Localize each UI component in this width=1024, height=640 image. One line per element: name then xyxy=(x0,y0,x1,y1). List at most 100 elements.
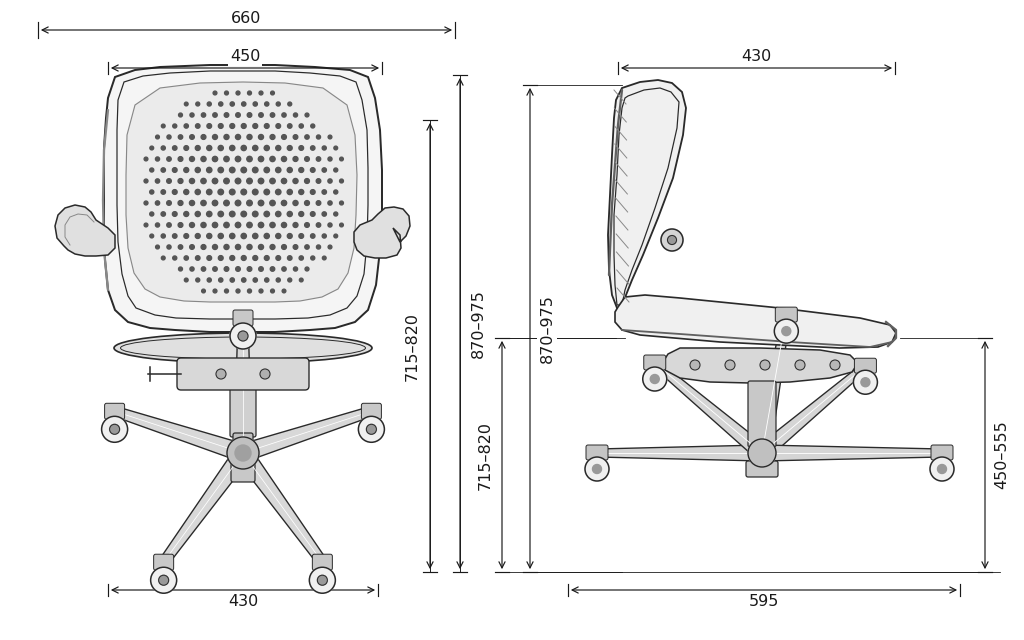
Circle shape xyxy=(189,179,195,184)
Circle shape xyxy=(316,179,321,183)
Circle shape xyxy=(853,370,878,394)
Circle shape xyxy=(258,222,264,228)
Circle shape xyxy=(224,156,229,162)
Circle shape xyxy=(247,178,252,184)
Circle shape xyxy=(316,157,321,161)
Circle shape xyxy=(287,211,292,216)
Circle shape xyxy=(224,267,228,271)
Circle shape xyxy=(247,267,252,271)
Circle shape xyxy=(159,575,169,585)
Circle shape xyxy=(189,157,195,161)
Circle shape xyxy=(213,267,217,271)
Circle shape xyxy=(196,278,200,282)
Circle shape xyxy=(774,319,799,343)
Circle shape xyxy=(229,255,234,260)
Circle shape xyxy=(270,113,274,117)
Circle shape xyxy=(247,244,252,250)
Circle shape xyxy=(323,146,327,150)
Circle shape xyxy=(288,124,292,128)
Circle shape xyxy=(213,289,217,293)
Circle shape xyxy=(167,135,171,139)
Circle shape xyxy=(304,179,309,184)
Polygon shape xyxy=(234,318,252,453)
Circle shape xyxy=(202,267,206,271)
Circle shape xyxy=(585,457,609,481)
Circle shape xyxy=(167,157,171,161)
Circle shape xyxy=(144,157,147,161)
Circle shape xyxy=(288,234,292,239)
Polygon shape xyxy=(754,314,791,454)
Circle shape xyxy=(340,179,343,183)
Circle shape xyxy=(229,145,234,150)
Circle shape xyxy=(184,146,188,150)
Circle shape xyxy=(144,223,147,227)
Circle shape xyxy=(218,234,223,239)
Circle shape xyxy=(161,146,165,150)
Circle shape xyxy=(196,189,201,195)
Polygon shape xyxy=(113,406,246,461)
Circle shape xyxy=(259,113,263,117)
Circle shape xyxy=(270,156,275,162)
Circle shape xyxy=(264,234,269,239)
Circle shape xyxy=(189,113,195,117)
Circle shape xyxy=(183,168,188,172)
FancyBboxPatch shape xyxy=(233,310,253,326)
Circle shape xyxy=(282,200,287,205)
FancyBboxPatch shape xyxy=(931,445,953,460)
Circle shape xyxy=(184,124,188,128)
Circle shape xyxy=(328,201,332,205)
Circle shape xyxy=(178,113,182,117)
Circle shape xyxy=(218,255,223,260)
Circle shape xyxy=(930,457,954,481)
Circle shape xyxy=(305,267,309,271)
Circle shape xyxy=(270,244,275,250)
Circle shape xyxy=(223,200,229,206)
Circle shape xyxy=(323,212,327,216)
Text: 870–975: 870–975 xyxy=(540,294,555,363)
Circle shape xyxy=(253,255,258,260)
Circle shape xyxy=(150,212,154,216)
Circle shape xyxy=(269,200,275,205)
Circle shape xyxy=(264,189,269,195)
Circle shape xyxy=(223,178,229,184)
Circle shape xyxy=(328,157,332,161)
Circle shape xyxy=(207,211,212,217)
Circle shape xyxy=(236,134,241,140)
Circle shape xyxy=(201,156,206,161)
Circle shape xyxy=(258,156,263,162)
Circle shape xyxy=(224,289,228,293)
FancyBboxPatch shape xyxy=(154,554,174,570)
Circle shape xyxy=(219,278,223,282)
Circle shape xyxy=(275,234,281,239)
Circle shape xyxy=(334,190,338,194)
Circle shape xyxy=(189,244,195,250)
Circle shape xyxy=(242,102,246,106)
FancyBboxPatch shape xyxy=(751,443,773,465)
Circle shape xyxy=(167,201,171,205)
Text: 715–820: 715–820 xyxy=(477,420,493,490)
Circle shape xyxy=(178,200,183,205)
Circle shape xyxy=(224,113,228,117)
Polygon shape xyxy=(160,448,250,565)
Circle shape xyxy=(304,200,309,205)
Circle shape xyxy=(172,168,177,172)
Circle shape xyxy=(288,278,292,282)
Circle shape xyxy=(184,234,188,238)
Circle shape xyxy=(236,244,241,250)
Circle shape xyxy=(282,244,287,250)
Circle shape xyxy=(172,146,177,150)
Circle shape xyxy=(258,244,263,250)
Circle shape xyxy=(242,278,246,282)
Circle shape xyxy=(236,289,240,293)
FancyBboxPatch shape xyxy=(746,461,778,477)
Circle shape xyxy=(264,102,269,106)
Circle shape xyxy=(236,200,241,206)
Circle shape xyxy=(150,146,154,150)
Circle shape xyxy=(650,374,659,383)
Circle shape xyxy=(247,156,252,162)
Circle shape xyxy=(260,369,270,379)
Circle shape xyxy=(162,256,165,260)
Circle shape xyxy=(287,168,292,173)
Circle shape xyxy=(305,135,309,139)
Circle shape xyxy=(150,190,154,194)
